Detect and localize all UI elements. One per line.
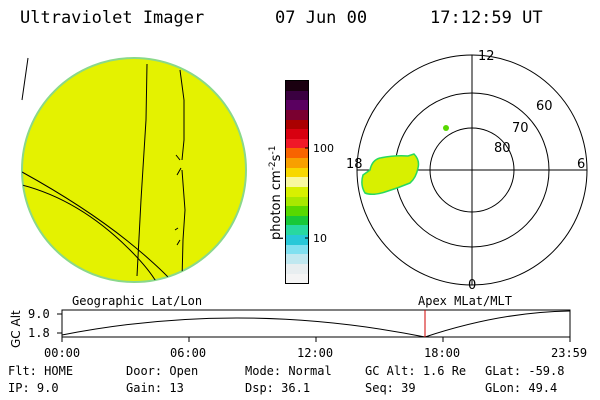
colorbar-band [286, 254, 308, 264]
auroral-spot [443, 125, 449, 131]
status-gc-alt: GC Alt: 1.6 Re [365, 364, 467, 378]
mlt-label-12: 12 [478, 49, 495, 64]
status-dsp: Dsp: 36.1 [245, 381, 311, 395]
colorbar-band [286, 109, 308, 120]
colorbar-band [286, 129, 308, 139]
colorbar-band [286, 148, 308, 158]
colorbar-band [286, 206, 308, 216]
timeline-ytick-9: 9.0 [28, 307, 50, 321]
lat-label-80: 80 [494, 141, 511, 156]
altitude-curve [61, 310, 571, 338]
colorbar-band [286, 167, 308, 178]
timeline-right-title: Apex MLat/MLT [418, 294, 512, 308]
status-gain: Gain: 13 [126, 381, 184, 395]
mlt-label-0: 0 [468, 278, 476, 293]
coastline-east [179, 69, 186, 281]
colorbar-band [286, 158, 308, 168]
date-label: 07 Jun 00 [275, 8, 368, 28]
mlt-label-18: 18 [346, 157, 363, 172]
colorbar-band [286, 186, 308, 197]
colorbar-tick-10: 10 [313, 232, 327, 245]
colorbar [285, 80, 309, 284]
colorbar-band [286, 273, 308, 284]
timeline-xtick-2359: 23:59 [551, 346, 588, 360]
colorbar-band [286, 81, 308, 91]
timeline-xtick-0000: 00:00 [44, 346, 81, 360]
colorbar-band [286, 90, 308, 101]
timeline-axis-title: GC Alt [9, 310, 23, 348]
time-label: 17:12:59 UT [430, 8, 543, 28]
status-mode: Mode: Normal [245, 364, 332, 378]
app-title: Ultraviolet Imager [20, 8, 205, 28]
timeline-xtick-1200: 12:00 [297, 346, 334, 360]
status-glat: GLat: -59.8 [485, 364, 565, 378]
status-flt: Flt: HOME [8, 364, 74, 378]
lat-label-60: 60 [536, 99, 553, 114]
status-glon: GLon: 49.4 [485, 381, 558, 395]
timeline-xtick-1800: 18:00 [424, 346, 461, 360]
colorbar-band [286, 215, 308, 226]
timeline-ytick-1: 1.8 [28, 326, 50, 340]
colorbar-band [286, 235, 308, 245]
colorbar-band [286, 119, 308, 130]
auroral-oval [361, 153, 420, 196]
timeline-xtick-0600: 06:00 [170, 346, 207, 360]
status-ip: IP: 9.0 [8, 381, 59, 395]
colorbar-label: photon cm-2s-1 [268, 146, 284, 240]
colorbar-band [286, 244, 308, 255]
colorbar-band [286, 263, 308, 274]
coastline-curve [22, 184, 159, 282]
colorbar-band [286, 225, 308, 235]
status-door: Door: Open [126, 364, 199, 378]
meridian-line [136, 63, 148, 277]
timeline-left-title: Geographic Lat/Lon [72, 294, 203, 308]
lat-label-70: 70 [512, 121, 529, 136]
colorbar-band [286, 138, 308, 149]
colorbar-band [286, 177, 308, 187]
colorbar-band [286, 100, 308, 110]
earth-disk [21, 57, 247, 283]
colorbar-band [286, 196, 308, 207]
orbit-track-line [21, 57, 29, 101]
mlt-label-6: 6 [577, 157, 585, 172]
status-seq: Seq: 39 [365, 381, 416, 395]
colorbar-tick-100: 100 [313, 142, 334, 155]
